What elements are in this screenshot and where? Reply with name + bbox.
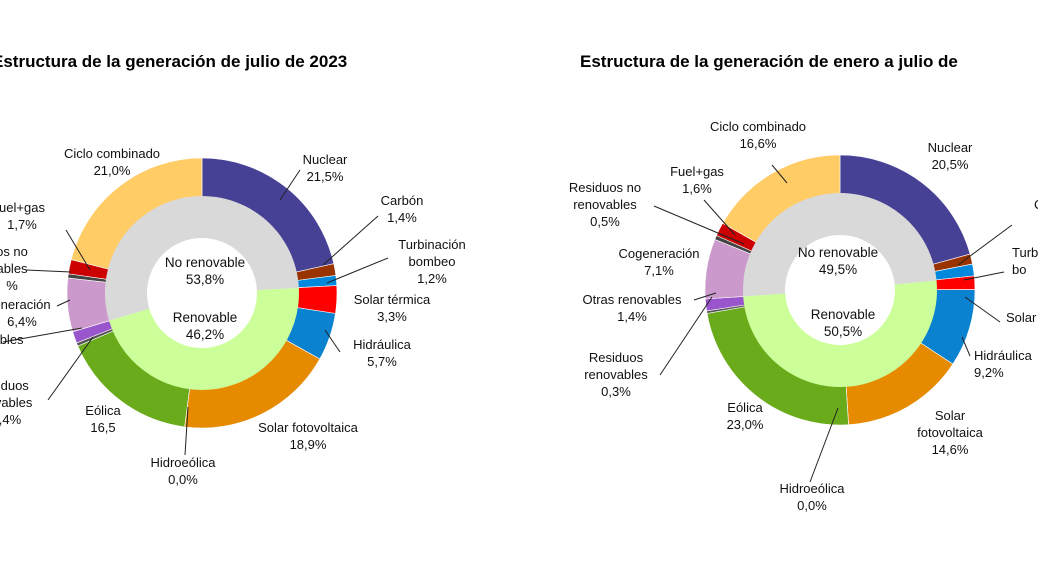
chart-july-inner-value-renovable: 46,2% bbox=[186, 327, 224, 342]
chart-jan-jul-leader-ciclo-combinado bbox=[771, 164, 788, 184]
chart-july-value-hidroeolica: 0,0% bbox=[168, 472, 198, 487]
chart-jan-jul-inner-renovable bbox=[743, 280, 938, 388]
chart-july-label-cogeneracion: eneración bbox=[0, 297, 51, 312]
chart-jan-jul-label-residuos-no-renovables: renovables bbox=[573, 197, 637, 212]
chart-jan-jul-leader-residuos-renovables bbox=[659, 296, 713, 376]
chart-jan-jul-inner-value-renovable: 50,5% bbox=[824, 324, 862, 339]
chart-july-label-otras-renovables: ables bbox=[0, 332, 24, 347]
chart-july-label-hidroeolica: Hidroeólica bbox=[150, 455, 216, 470]
chart-july-label-turbinacion-bombeo: bombeo bbox=[409, 254, 456, 269]
chart-july-value-solar-termica: 3,3% bbox=[377, 309, 407, 324]
chart-july-label-residuos-no-renovables: os no bbox=[0, 244, 28, 259]
chart-jan-jul-value-nuclear: 20,5% bbox=[932, 157, 969, 172]
chart-july-inner-label-no-renovable: No renovable bbox=[165, 255, 245, 270]
chart-july-inner-value-no-renovable: 53,8% bbox=[186, 272, 224, 287]
chart-july-label-nuclear: Nuclear bbox=[303, 152, 348, 167]
chart-july-leader-cogeneracion bbox=[56, 299, 71, 307]
chart-july-label-fuel-gas: uel+gas bbox=[0, 200, 45, 215]
chart-jan-jul-leader-hidroeolica bbox=[809, 407, 839, 483]
chart-july-value-turbinacion-bombeo: 1,2% bbox=[417, 271, 447, 286]
chart-jan-jul-leader-solar-termica bbox=[964, 296, 1001, 323]
chart-july-inner-no-renovable bbox=[105, 196, 299, 321]
chart-july-leader-carbon bbox=[322, 215, 379, 266]
chart-jan-jul-value-hidraulica: 9,2% bbox=[974, 365, 1004, 380]
chart-july-label-residuos-no-renovables: ables bbox=[0, 261, 28, 276]
chart-jan-jul-value-hidroeolica: 0,0% bbox=[797, 498, 827, 513]
chart-july-label-hidraulica: Hidráulica bbox=[353, 337, 412, 352]
chart-jan-jul-label-residuos-renovables: renovables bbox=[584, 367, 648, 382]
chart-jan-jul-value-solar-fotovoltaica: 14,6% bbox=[932, 442, 969, 457]
chart-jan-jul-label-hidroeolica: Hidroeólica bbox=[779, 481, 845, 496]
chart-july: Estructura de la generación de julio de … bbox=[0, 52, 466, 487]
chart-july-leader-otras-renovables bbox=[2, 327, 83, 343]
chart-july-leader-residuos-renovables bbox=[47, 336, 94, 401]
chart-july-inner-label-renovable: Renovable bbox=[173, 310, 238, 325]
chart-jan-jul-inner-value-no-renovable: 49,5% bbox=[819, 262, 857, 277]
chart-jan-jul-label-eolica: Eólica bbox=[727, 400, 763, 415]
chart-jan-jul-inner-no-renovable bbox=[743, 193, 937, 297]
chart-jan-jul-label-turbinacion-bombeo: bo bbox=[1012, 262, 1026, 277]
chart-jan-jul-label-solar-fotovoltaica: Solar bbox=[935, 408, 966, 423]
chart-jan-jul-title: Estructura de la generación de enero a j… bbox=[580, 52, 958, 71]
chart-july-leader-residuos-no-renovables bbox=[25, 269, 72, 273]
chart-july-label-residuos-renovables: ovables bbox=[0, 395, 33, 410]
chart-july-value-ciclo-combinado: 21,0% bbox=[94, 163, 131, 178]
chart-jan-jul-value-eolica: 23,0% bbox=[727, 417, 764, 432]
chart-july-leader-turbinacion-bombeo bbox=[326, 257, 389, 284]
chart-july-leader-nuclear bbox=[279, 169, 301, 201]
chart-july-label-solar-termica: Solar térmica bbox=[354, 292, 431, 307]
chart-jan-jul-label-solar-fotovoltaica: fotovoltaica bbox=[917, 425, 984, 440]
chart-july-leader-hidraulica bbox=[324, 329, 341, 353]
chart-jan-jul-label-hidraulica: Hidráulica bbox=[974, 348, 1033, 363]
chart-july-value-solar-fotovoltaica: 18,9% bbox=[290, 437, 327, 452]
chart-july-value-carbon: 1,4% bbox=[387, 210, 417, 225]
chart-july-value-hidraulica: 5,7% bbox=[367, 354, 397, 369]
chart-jan-jul-value-residuos-no-renovables: 0,5% bbox=[590, 214, 620, 229]
chart-july-value-cogeneracion: 6,4% bbox=[7, 314, 37, 329]
chart-jan-jul-label-residuos-no-renovables: Residuos no bbox=[569, 180, 641, 195]
chart-july-label-solar-fotovoltaica: Solar fotovoltaica bbox=[258, 420, 358, 435]
chart-jan-jul-leader-hidraulica bbox=[961, 336, 971, 357]
chart-jan-jul-value-residuos-renovables: 0,3% bbox=[601, 384, 631, 399]
chart-july-value-eolica: 16,5 bbox=[90, 420, 115, 435]
chart-july-inner-renovable bbox=[109, 287, 300, 390]
chart-july-value-residuos-renovables: ,4% bbox=[0, 412, 22, 427]
chart-jan-jul-label-carbon: C bbox=[1034, 197, 1038, 212]
chart-jan-jul-label-fuel-gas: Fuel+gas bbox=[670, 164, 724, 179]
chart-july-label-eolica: Eólica bbox=[85, 403, 121, 418]
chart-jan-jul-inner-label-no-renovable: No renovable bbox=[798, 245, 878, 260]
chart-july-value-residuos-no-renovables: % bbox=[6, 278, 18, 293]
chart-jan-jul-value-otras-renovables: 1,4% bbox=[617, 309, 647, 324]
chart-jan-jul-inner-label-renovable: Renovable bbox=[811, 307, 876, 322]
chart-july-label-carbon: Carbón bbox=[381, 193, 424, 208]
chart-jan-jul-leader-fuel-gas bbox=[703, 199, 736, 236]
chart-jan-jul-label-solar-termica: Solar bbox=[1006, 310, 1037, 325]
chart-jan-jul: Estructura de la generación de enero a j… bbox=[569, 52, 1038, 513]
chart-july-label-ciclo-combinado: Ciclo combinado bbox=[64, 146, 160, 161]
chart-july-label-turbinacion-bombeo: Turbinación bbox=[398, 237, 465, 252]
chart-july-label-residuos-renovables: siduos bbox=[0, 378, 29, 393]
chart-july-leader-hidroeolica bbox=[184, 406, 189, 456]
chart-jan-jul-value-fuel-gas: 1,6% bbox=[682, 181, 712, 196]
chart-july-title: Estructura de la generación de julio de … bbox=[0, 52, 347, 71]
chart-jan-jul-leader-otras-renovables bbox=[693, 292, 717, 301]
chart-jan-jul-label-cogeneracion: Cogeneración bbox=[619, 246, 700, 261]
chart-jan-jul-label-turbinacion-bombeo: Turb bbox=[1012, 245, 1038, 260]
chart-jan-jul-label-nuclear: Nuclear bbox=[928, 140, 973, 155]
chart-july-value-nuclear: 21,5% bbox=[307, 169, 344, 184]
chart-july-value-fuel-gas: 1,7% bbox=[7, 217, 37, 232]
chart-jan-jul-leader-carbon bbox=[957, 224, 1013, 266]
chart-jan-jul-value-ciclo-combinado: 16,6% bbox=[740, 136, 777, 151]
chart-jan-jul-label-ciclo-combinado: Ciclo combinado bbox=[710, 119, 806, 134]
chart-jan-jul-leader-turbinacion-bombeo bbox=[963, 271, 1005, 281]
chart-jan-jul-value-cogeneracion: 7,1% bbox=[644, 263, 674, 278]
chart-jan-jul-label-residuos-renovables: Residuos bbox=[589, 350, 644, 365]
chart-jan-jul-leader-residuos-no-renovables bbox=[653, 205, 745, 245]
chart-jan-jul-label-otras-renovables: Otras renovables bbox=[583, 292, 682, 307]
chart-july-leader-fuel-gas bbox=[65, 229, 91, 271]
